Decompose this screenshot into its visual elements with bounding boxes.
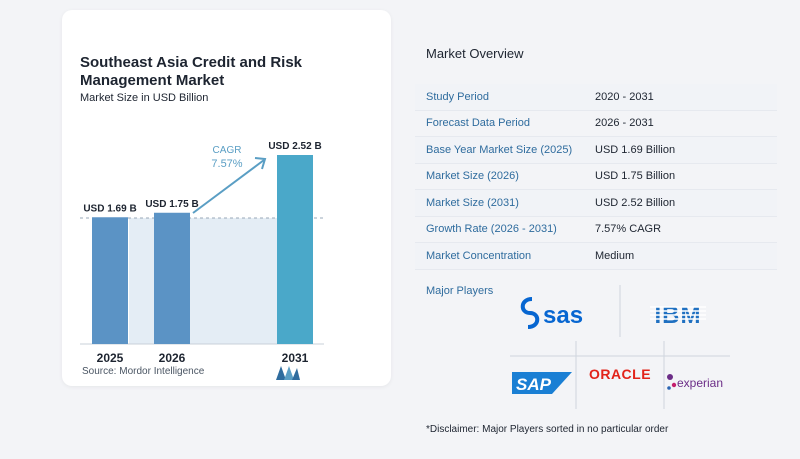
- bar-chart: USD 1.69 B 2025 USD 1.75 B 2026 USD 2.52 B 20…: [80, 141, 324, 365]
- row-value: USD 1.69 Billion: [595, 143, 676, 156]
- bar-2025: [92, 217, 128, 344]
- x-tick-label: 2026: [159, 351, 186, 365]
- overview-row: Market Concentration Medium: [415, 243, 777, 270]
- chart-title: Southeast Asia Credit and Risk Managemen…: [80, 54, 302, 89]
- mordor-logo-icon: [276, 366, 300, 380]
- svg-text:ORACLE: ORACLE: [589, 366, 651, 382]
- bars: USD 1.69 B 2025 USD 1.75 B 2026 USD 2.52 B 20…: [83, 141, 321, 365]
- chart-card: Southeast Asia Credit and Risk Managemen…: [62, 10, 391, 386]
- row-label: Base Year Market Size (2025): [426, 143, 573, 156]
- cagr-arrowhead: [254, 157, 267, 170]
- oracle-logo-icon: ORACLE: [589, 366, 651, 382]
- row-value: Medium: [595, 249, 635, 262]
- players-logo-grid: sas IBM SAP ORACLE experian: [510, 285, 730, 409]
- overview-row: Market Size (2031) USD 2.52 Billion: [415, 190, 777, 217]
- x-tick-label: 2025: [97, 351, 124, 365]
- chart-subtitle: Market Size in USD Billion: [80, 92, 209, 104]
- row-label: Growth Rate (2026 - 2031): [426, 223, 557, 236]
- row-label: Market Size (2031): [426, 196, 519, 209]
- overview-row: Market Size (2026) USD 1.75 Billion: [415, 164, 777, 190]
- row-value: USD 1.75 Billion: [595, 170, 676, 183]
- overview-row: Growth Rate (2026 - 2031) 7.57% CAGR: [415, 217, 777, 243]
- overview-title: Market Overview: [426, 46, 524, 61]
- bar-2026: [154, 212, 190, 344]
- bar-2031: [277, 155, 313, 344]
- overview-table: Study Period 2020 - 2031 Forecast Data Pe…: [415, 84, 777, 270]
- disclaimer: *Disclaimer: Major Players sorted in no …: [426, 424, 669, 435]
- cagr-arrow: [192, 159, 265, 214]
- overview-row: Study Period 2020 - 2031: [415, 84, 777, 111]
- experian-logo-icon: experian: [667, 374, 723, 390]
- sas-logo-icon: sas: [520, 297, 583, 329]
- row-value: 2020 - 2031: [595, 90, 654, 103]
- bar-value-label: USD 1.69 B: [83, 203, 136, 214]
- row-value: 7.57% CAGR: [595, 223, 662, 236]
- ibm-logo-icon: IBM: [650, 302, 706, 329]
- source-note: Source: Mordor Intelligence: [82, 366, 205, 377]
- x-tick-label: 2031: [282, 351, 309, 365]
- row-value: 2026 - 2031: [595, 117, 654, 130]
- sap-logo-icon: SAP: [512, 372, 572, 394]
- row-label: Forecast Data Period: [426, 117, 530, 130]
- svg-text:sas: sas: [543, 302, 583, 329]
- row-value: USD 2.52 Billion: [595, 196, 676, 209]
- cagr-label: CAGR: [213, 145, 242, 156]
- bar-value-label: USD 1.75 B: [145, 199, 198, 210]
- row-label: Market Size (2026): [426, 170, 519, 183]
- svg-text:experian: experian: [677, 376, 723, 390]
- cagr-value: 7.57%: [211, 158, 242, 170]
- bar-value-label: USD 2.52 B: [268, 141, 321, 152]
- overview-row: Base Year Market Size (2025) USD 1.69 Bil…: [415, 137, 777, 164]
- row-label: Study Period: [426, 90, 489, 103]
- major-players-title: Major Players: [426, 285, 494, 297]
- row-label: Market Concentration: [426, 249, 532, 262]
- overview-row: Forecast Data Period 2026 - 2031: [415, 111, 777, 137]
- svg-text:SAP: SAP: [516, 375, 552, 394]
